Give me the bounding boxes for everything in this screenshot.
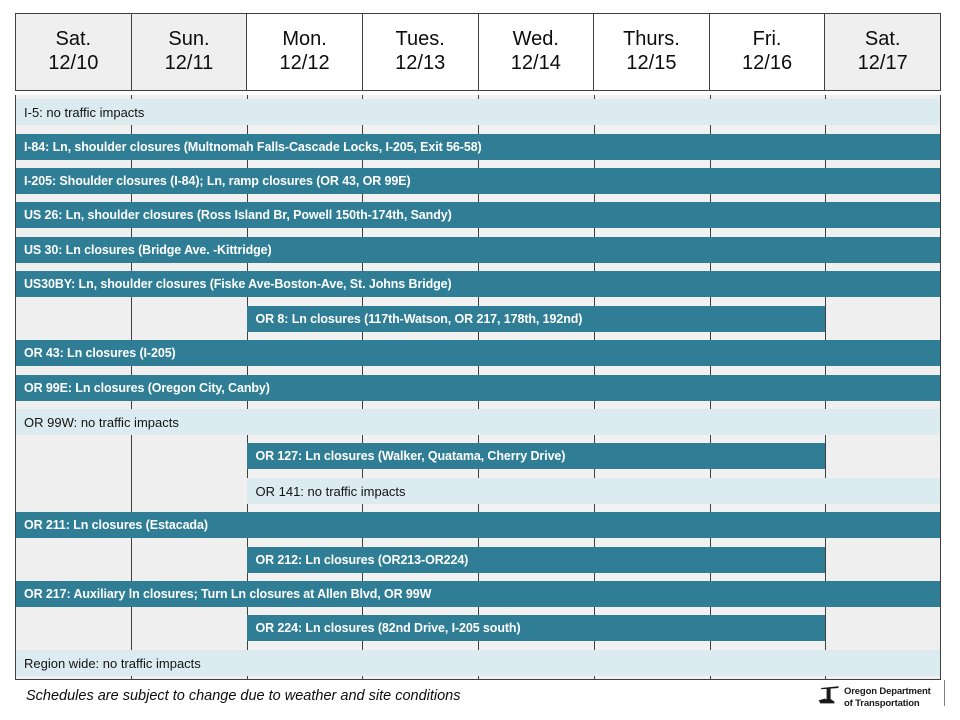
schedule-bar-row-0[interactable]: I-5: no traffic impacts [15, 99, 941, 125]
day-name: Sat. [864, 28, 901, 51]
schedule-bar-label: OR 43: Ln closures (I-205) [24, 346, 176, 360]
footer-disclaimer: Schedules are subject to change due to w… [26, 688, 461, 704]
schedule-bar-label: OR 8: Ln closures (117th-Watson, OR 217,… [255, 312, 583, 326]
day-name: Thurs. [623, 28, 680, 51]
odot-tree-icon [818, 685, 840, 710]
schedule-bar-label: OR 99E: Ln closures (Oregon City, Canby) [24, 381, 270, 395]
day-name: Fri. [752, 28, 782, 51]
day-column-header-4: Wed. 12/14 [478, 14, 595, 90]
day-name: Wed. [512, 28, 559, 51]
schedule-bar-row-4[interactable]: US 30: Ln closures (Bridge Ave. -Kittrid… [15, 237, 941, 263]
day-date: 12/11 [164, 52, 214, 74]
schedule-bar-label: OR 217: Auxiliary ln closures; Turn Ln c… [24, 587, 432, 601]
day-column-header-2: Mon. 12/12 [247, 14, 363, 90]
schedule-bar-label: I-5: no traffic impacts [24, 104, 145, 120]
schedule-bar-row-1[interactable]: I-84: Ln, shoulder closures (Multnomah F… [15, 134, 941, 160]
schedule-grid: I-5: no traffic impacts I-84: Ln, shoulde… [15, 95, 941, 680]
day-column-header-5: Thurs. 12/15 [594, 14, 710, 90]
odot-logo: Oregon Department of Transportation [818, 685, 931, 710]
day-column-header-0: Sat. 12/10 [16, 14, 132, 90]
odot-logo-text: Oregon Department of Transportation [844, 686, 931, 708]
schedule-bar-row-14[interactable]: OR 217: Auxiliary ln closures; Turn Ln c… [15, 581, 941, 607]
day-name: Tues. [395, 28, 445, 51]
schedule-bar-label: I-84: Ln, shoulder closures (Multnomah F… [24, 140, 482, 154]
schedule-bar-row-15[interactable]: OR 224: Ln closures (82nd Drive, I-205 s… [246, 615, 826, 641]
schedule-bar-row-9[interactable]: OR 99W: no traffic impacts [15, 409, 941, 435]
schedule-bar-label: US 30: Ln closures (Bridge Ave. -Kittrid… [24, 243, 272, 257]
day-name: Sun. [168, 28, 210, 51]
odot-logo-line-2: of Transportation [844, 697, 920, 709]
schedule-bar-label: Region wide: no traffic impacts [24, 655, 201, 671]
day-name: Mon. [282, 28, 327, 51]
schedule-bar-label: OR 211: Ln closures (Estacada) [24, 518, 208, 532]
schedule-bar-row-6[interactable]: OR 8: Ln closures (117th-Watson, OR 217,… [246, 306, 826, 332]
day-date: 12/17 [857, 52, 908, 74]
schedule-bar-label: OR 141: no traffic impacts [255, 483, 406, 499]
day-column-header-7: Sat. 12/17 [825, 14, 940, 90]
day-column-header-6: Fri. 12/16 [709, 14, 826, 90]
schedule-bar-row-8[interactable]: OR 99E: Ln closures (Oregon City, Canby) [15, 375, 941, 401]
day-date: 12/14 [510, 52, 561, 74]
schedule-bar-label: OR 99W: no traffic impacts [24, 414, 179, 430]
day-column-header-1: Sun. 12/11 [131, 14, 248, 90]
schedule-bar-label: OR 127: Ln closures (Walker, Quatama, Ch… [255, 449, 566, 463]
day-date: 12/15 [626, 52, 677, 74]
day-header-row: Sat. 12/10 Sun. 12/11 Mon. 12/12 Tues. 12/13 Wed… [15, 13, 941, 91]
schedule-bar-label: US 26: Ln, shoulder closures (Ross Islan… [24, 208, 452, 222]
logo-divider [944, 680, 945, 706]
schedule-bar-row-7[interactable]: OR 43: Ln closures (I-205) [15, 340, 941, 366]
schedule-bar-label: OR 212: Ln closures (OR213-OR224) [255, 553, 469, 567]
day-date: 12/12 [279, 52, 330, 74]
day-date: 12/13 [395, 52, 446, 74]
schedule-bar-row-3[interactable]: US 26: Ln, shoulder closures (Ross Islan… [15, 202, 941, 228]
schedule-bar-row-13[interactable]: OR 212: Ln closures (OR213-OR224) [246, 547, 826, 573]
day-column-header-3: Tues. 12/13 [362, 14, 479, 90]
schedule-bar-row-12[interactable]: OR 211: Ln closures (Estacada) [15, 512, 941, 538]
day-date: 12/16 [742, 52, 793, 74]
schedule-bar-row-11[interactable]: OR 141: no traffic impacts [246, 478, 941, 504]
schedule-bar-label: OR 224: Ln closures (82nd Drive, I-205 s… [255, 621, 521, 635]
schedule-bar-label: I-205: Shoulder closures (I-84); Ln, ram… [24, 174, 411, 188]
odot-logo-line-1: Oregon Department [844, 686, 931, 698]
day-date: 12/10 [48, 52, 99, 74]
schedule-bar-row-2[interactable]: I-205: Shoulder closures (I-84); Ln, ram… [15, 168, 941, 194]
schedule-bar-label: US30BY: Ln, shoulder closures (Fiske Ave… [24, 277, 452, 291]
schedule-bar-row-5[interactable]: US30BY: Ln, shoulder closures (Fiske Ave… [15, 271, 941, 297]
schedule-bar-row-16[interactable]: Region wide: no traffic impacts [15, 650, 941, 676]
schedule-bar-row-10[interactable]: OR 127: Ln closures (Walker, Quatama, Ch… [246, 443, 826, 469]
day-name: Sat. [55, 28, 92, 51]
